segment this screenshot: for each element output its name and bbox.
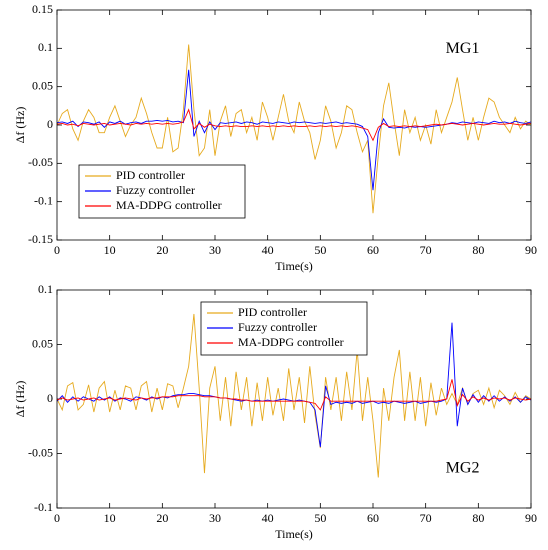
legend-label: PID controller [238,305,307,319]
x-tick-label: 30 [209,243,221,257]
x-tick-label: 20 [156,243,168,257]
x-tick-label: 0 [54,511,60,525]
annotation: MG2 [446,459,480,476]
chart: 0 10 20 30 40 50 60 70 80 90 -0.1 -0.05 0 0.05 0.1 Time… [13,282,537,541]
x-tick-label: 80 [472,511,484,525]
plot-frame [56,9,532,241]
y-tick-label: 0.15 [32,2,53,16]
x-tick-label: 10 [104,511,116,525]
y-tick-label: -0.1 [34,193,53,207]
y-tick-label: 0.05 [32,336,53,350]
x-tick-label: 70 [420,511,432,525]
legend-label: Fuzzy controller [238,320,317,334]
y-axis-label: Δf (Hz) [13,107,27,144]
x-tick-label: 90 [525,243,537,257]
chart: 0 10 20 30 40 50 60 70 80 90 -0.15 -0.1 -0.05 0 0.05 0.… [13,2,537,273]
x-tick-label: 60 [367,511,379,525]
x-tick-label: 0 [54,243,60,257]
x-tick-label: 70 [420,243,432,257]
annotation: MG1 [446,40,480,57]
series-line [56,313,532,478]
y-tick-label: 0 [47,117,53,131]
legend-label: MA-DDPG controller [238,335,344,349]
y-tick-label: -0.05 [28,155,53,169]
series-line [56,108,532,142]
x-axis-label: Time(s) [275,259,313,273]
y-tick-label: -0.15 [28,232,53,246]
x-tick-label: 40 [262,511,274,525]
x-tick-label: 20 [156,511,168,525]
series-line [56,44,532,214]
x-tick-label: 10 [104,243,116,257]
x-tick-label: 60 [367,243,379,257]
x-axis-label: Time(s) [275,527,313,541]
x-tick-label: 30 [209,511,221,525]
y-tick-label: 0.05 [32,78,53,92]
y-tick-label: 0.1 [38,40,53,54]
x-tick-label: 50 [314,511,326,525]
x-tick-label: 40 [262,243,274,257]
plot-frame [56,289,532,509]
y-tick-label: -0.05 [28,445,53,459]
y-tick-label: -0.1 [34,500,53,514]
x-tick-label: 50 [314,243,326,257]
x-tick-label: 80 [472,243,484,257]
series-line [56,69,532,191]
legend-label: MA-DDPG controller [116,198,222,212]
y-axis-label: Δf (Hz) [13,381,27,418]
y-tick-label: 0 [47,391,53,405]
series-line [56,379,532,411]
x-tick-label: 90 [525,511,537,525]
legend-label: PID controller [116,168,185,182]
legend-label: Fuzzy controller [116,183,195,197]
y-tick-label: 0.1 [38,282,53,296]
